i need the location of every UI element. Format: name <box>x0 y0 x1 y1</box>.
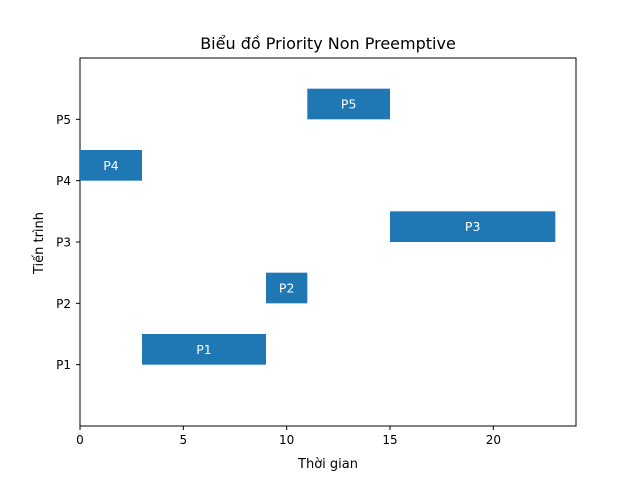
bar-label-p4: P4 <box>103 158 119 173</box>
bar-label-p1: P1 <box>196 342 212 357</box>
x-tick-label: 0 <box>76 433 84 447</box>
bar-p2 <box>266 272 308 304</box>
x-tick-label: 10 <box>279 433 294 447</box>
x-tick-label: 15 <box>382 433 397 447</box>
y-tick-label: P1 <box>56 358 71 372</box>
bar-p1 <box>142 334 266 365</box>
y-tick-label: P4 <box>56 174 71 188</box>
x-tick-label: 20 <box>486 433 501 447</box>
y-axis-title: Tiến trình <box>32 212 47 275</box>
x-axis: 0 5 10 15 20 <box>76 426 501 447</box>
bar-label-p3: P3 <box>465 219 481 234</box>
y-tick-label: P3 <box>56 236 71 250</box>
y-tick-label: P5 <box>56 113 71 127</box>
bar-label-p2: P2 <box>279 281 295 296</box>
y-tick-label: P2 <box>56 297 71 311</box>
bar-p5 <box>307 88 390 120</box>
bar-p4 <box>80 150 142 181</box>
chart-title: Biểu đồ Priority Non Preemptive <box>200 34 456 53</box>
bars-group: P1 P2 P3 P4 P5 <box>80 88 556 365</box>
x-tick-label: 5 <box>180 433 188 447</box>
bar-label-p5: P5 <box>341 97 357 112</box>
x-axis-title: Thời gian <box>297 457 358 472</box>
y-axis: P1 P2 P3 P4 P5 <box>56 113 80 372</box>
bar-p3 <box>390 211 556 242</box>
